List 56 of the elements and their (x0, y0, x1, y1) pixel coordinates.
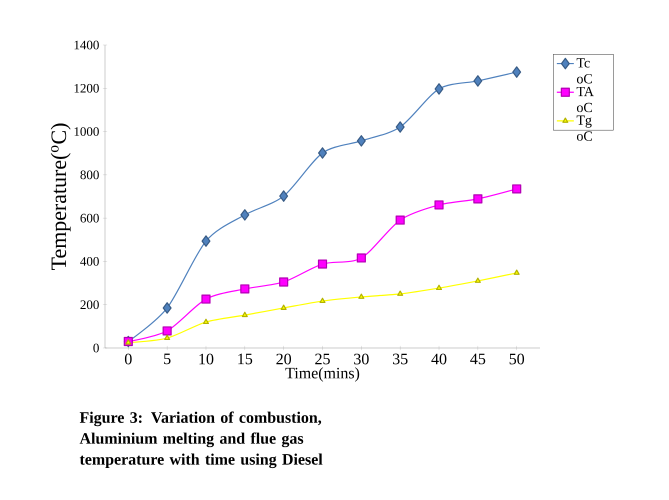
x-tick-label: 15 (238, 354, 252, 364)
x-tick-label: 25 (315, 354, 330, 364)
point (240, 284, 250, 294)
x-tick-label: 10 (199, 354, 214, 364)
y-tick-label: 200 (80, 300, 99, 310)
y-tick-label: 1000 (74, 127, 99, 136)
point (279, 277, 288, 287)
legend-label: TA oC (576, 86, 594, 112)
point (512, 184, 522, 194)
point (162, 326, 172, 336)
point (242, 312, 248, 318)
y-tick-label: 1400 (74, 40, 99, 50)
x-tick-label: 40 (431, 354, 446, 364)
point (318, 147, 327, 159)
point (434, 200, 444, 210)
x-axis-title: Time(mins) (285, 367, 360, 382)
point (356, 135, 366, 147)
y-tick-label: 800 (80, 170, 99, 180)
point (434, 83, 444, 95)
point (201, 294, 211, 304)
point (397, 290, 404, 296)
y-axis-title: Temperature($^{o}$C) (50, 124, 71, 270)
point (514, 270, 520, 275)
x-tick-label: 50 (510, 354, 524, 364)
y-tick-label: 1200 (74, 84, 99, 93)
x-tick-label: 45 (470, 354, 486, 364)
point (280, 304, 287, 310)
point (162, 302, 172, 314)
point (396, 121, 405, 133)
point (473, 194, 482, 204)
x-tick-label: 5 (164, 354, 171, 364)
y-tick-label: 400 (80, 257, 99, 266)
point (202, 318, 209, 324)
x-tick-label: 35 (392, 354, 408, 364)
point (240, 209, 250, 221)
point (473, 75, 482, 87)
point (202, 235, 210, 247)
point (164, 334, 170, 340)
point (318, 259, 328, 269)
point (512, 66, 522, 78)
text: Figure 3: Variation of combustion, Aluminium melting and flue gas temperature with time using Diesel (80, 412, 322, 468)
point (125, 339, 132, 345)
legend-label: Tg oC (576, 116, 592, 141)
x-tick-label: 30 (354, 354, 369, 364)
x-tick-label: 20 (276, 354, 292, 364)
y-tick-label: 0 (93, 344, 99, 352)
point (279, 190, 288, 202)
x-tick-label: 0 (124, 354, 132, 364)
point (319, 298, 326, 304)
point (474, 278, 481, 283)
point (396, 216, 405, 225)
legend-label: Tc oC (576, 58, 592, 84)
point (358, 294, 364, 299)
point (356, 253, 366, 263)
point (436, 284, 442, 290)
y-tick-label: 600 (80, 214, 99, 223)
